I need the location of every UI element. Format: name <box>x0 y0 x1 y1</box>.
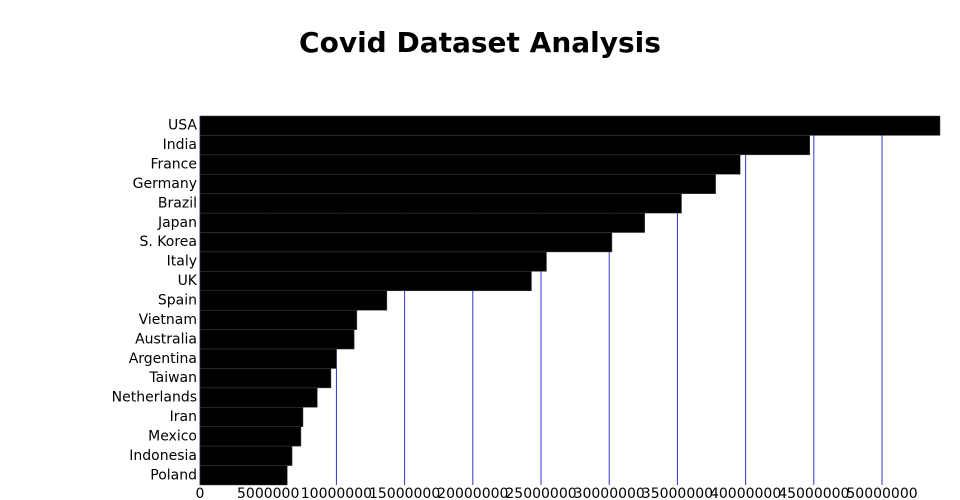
y-tick-label: Indonesia <box>129 448 197 464</box>
x-tick-label: 30000000 <box>574 486 645 500</box>
x-tick-label: 35000000 <box>642 486 713 500</box>
chart-title: Covid Dataset Analysis <box>299 26 661 59</box>
x-tick-label: 10000000 <box>301 486 372 500</box>
y-tick-label: Iran <box>170 409 197 425</box>
bar <box>199 387 318 408</box>
y-tick-label: Italy <box>167 254 197 270</box>
y-tick-label: Poland <box>150 467 197 483</box>
bar <box>199 154 741 175</box>
y-tick-label: Germany <box>133 176 197 192</box>
bar <box>199 290 388 311</box>
bar <box>199 407 304 427</box>
y-tick-label: India <box>163 137 197 153</box>
y-tick-label: Spain <box>158 293 197 309</box>
y-tick-label: Taiwan <box>148 370 197 386</box>
x-tick-label: 15000000 <box>369 486 440 500</box>
x-tick-label: 50000000 <box>846 486 917 500</box>
y-tick-label: USA <box>168 118 197 134</box>
y-tick-label: S. Korea <box>140 234 197 250</box>
y-tick-label: Brazil <box>158 195 197 211</box>
y-tick-label: UK <box>178 273 198 289</box>
bar <box>199 445 293 466</box>
bar <box>199 329 355 350</box>
y-tick-label: France <box>150 157 197 173</box>
x-tick-label: 25000000 <box>505 486 576 500</box>
y-tick-label: Australia <box>135 331 197 347</box>
bar <box>199 251 547 272</box>
x-tick-label: 40000000 <box>710 486 781 500</box>
bar <box>199 174 716 194</box>
bar <box>199 193 682 214</box>
bar <box>199 348 337 369</box>
y-tick-label: Japan <box>157 215 197 231</box>
x-tick-label: 45000000 <box>778 486 849 500</box>
bar <box>199 465 288 486</box>
y-tick-label: Vietnam <box>139 312 197 328</box>
bar <box>199 135 810 156</box>
y-tick-label: Argentina <box>129 351 197 367</box>
y-tick-label: Netherlands <box>112 390 197 406</box>
bar <box>199 232 613 253</box>
bar <box>199 309 358 330</box>
x-tick-label: 5000000 <box>237 486 299 500</box>
x-tick-label: 0 <box>196 486 205 500</box>
bar <box>199 368 332 389</box>
bar <box>199 271 532 292</box>
x-tick-label: 20000000 <box>437 486 508 500</box>
bar <box>199 115 941 136</box>
bar <box>199 426 302 447</box>
y-tick-label: Mexico <box>148 428 197 444</box>
bar <box>199 212 645 233</box>
